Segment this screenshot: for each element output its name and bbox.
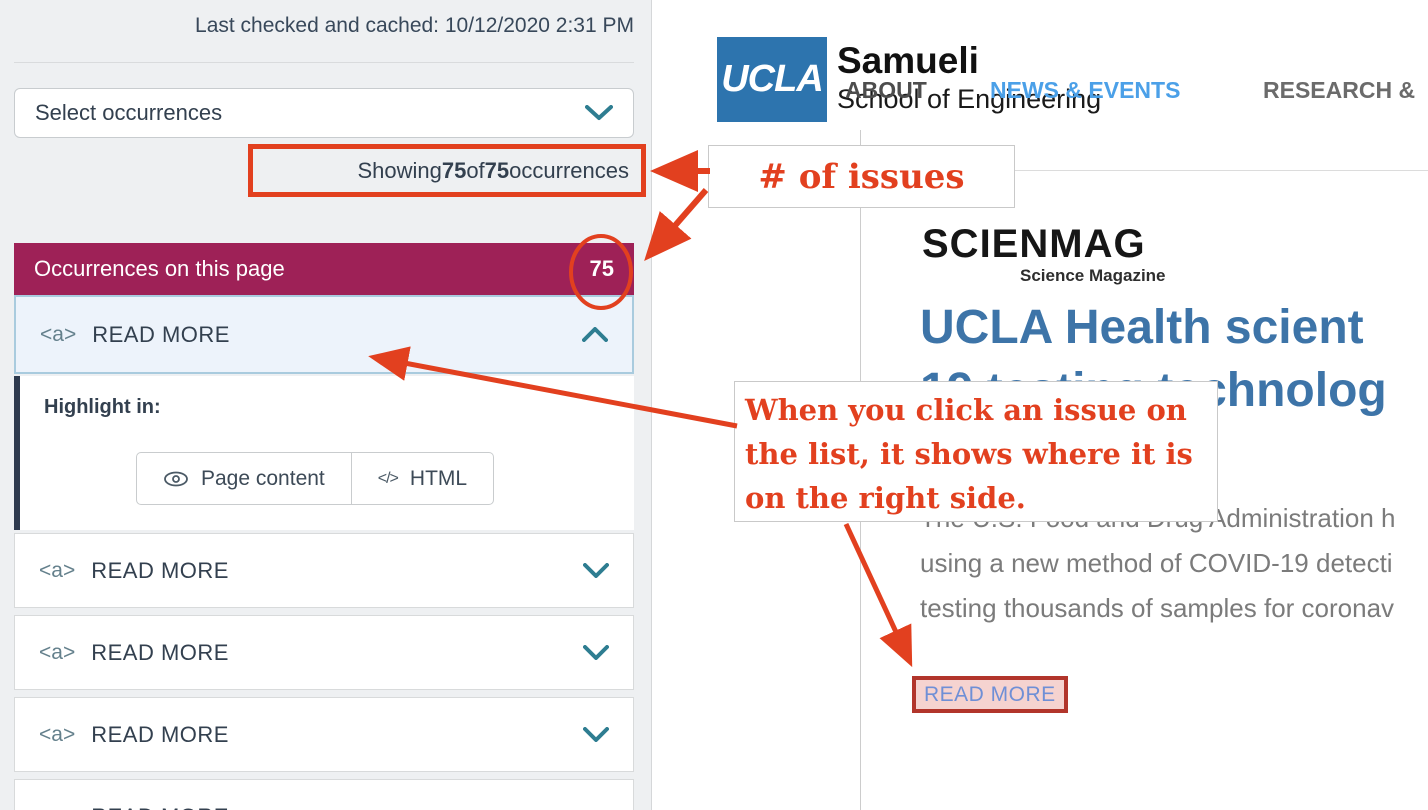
read-more-highlight-box: READ MORE [912,676,1068,713]
showing-occurrences-count: Showing 75 of 75 occurrences [248,144,646,197]
showing-middle: of [466,157,485,183]
occurrences-on-page-header: Occurrences on this page 75 [14,243,634,295]
ucla-logo[interactable]: UCLA [717,37,827,122]
occurrences-header-title: Occurrences on this page [34,256,285,281]
occurrence-label: READ MORE [91,557,229,583]
occurrence-item[interactable]: <a> READ MORE [14,615,634,690]
chevron-up-icon[interactable] [582,327,608,342]
webpage-header-border [860,170,1428,171]
article-headline-line1[interactable]: UCLA Health scient [920,301,1364,354]
page-content-button-label: Page content [201,466,325,490]
nav-research[interactable]: RESEARCH & [1263,77,1416,103]
select-occurrences-dropdown[interactable]: Select occurrences [14,88,634,138]
chevron-down-icon[interactable] [583,727,609,742]
article-body-line: testing thousands of samples for coronav [920,593,1395,623]
showing-total-count: 75 [484,157,510,183]
occurrence-item[interactable]: <a> READ MORE [14,697,634,772]
note-line: When you click an issue on [745,393,1187,427]
element-tag: <a> [39,640,76,664]
select-occurrences-label: Select occurrences [35,100,223,125]
eye-icon [164,471,188,486]
chevron-down-icon [585,105,613,120]
nav-news-events[interactable]: NEWS & EVENTS [990,77,1181,103]
highlight-button-group: Page content </> HTML [136,452,495,505]
issues-count-annotation: # of issues [708,145,1015,208]
occurrences-count-badge: 75 [589,256,614,281]
showing-suffix: occurrences [509,157,629,183]
read-more-link[interactable]: READ MORE [924,682,1056,706]
last-checked-timestamp: Last checked and cached: 10/12/2020 2:31… [195,14,634,37]
divider [14,62,634,63]
page-content-button[interactable]: Page content [136,452,352,505]
occurrence-item-expanded[interactable]: <a> READ MORE [14,295,634,374]
article-body-line: using a new method of COVID-19 detecti [920,548,1393,578]
ucla-logo-text: UCLA [721,58,824,100]
samueli-wordmark: Samueli [837,40,979,81]
highlight-in-label: Highlight in: [44,396,161,418]
element-tag: <a> [39,805,75,810]
occurrence-label: READ MORE [92,321,230,347]
occurrences-sidebar: Last checked and cached: 10/12/2020 2:31… [0,0,652,810]
chevron-down-icon[interactable] [583,563,609,578]
chevron-down-icon[interactable] [583,645,609,660]
occurrence-item[interactable]: <a> READ MORE [14,533,634,608]
element-tag: <a> [40,322,77,346]
occurrence-label: READ MORE [91,639,229,665]
nav-about[interactable]: ABOUT [845,77,927,103]
showing-prefix: Showing [357,157,442,183]
scienmag-logo: SCIENMAG [922,222,1146,266]
occurrence-label: READ MORE [91,804,609,810]
click-issue-note-annotation: When you click an issue on the list, it … [734,381,1218,522]
html-button[interactable]: </> HTML [351,452,495,505]
showing-shown-count: 75 [441,157,467,183]
code-icon: </> [377,469,399,487]
occurrence-detail-panel: Highlight in: Page content </> HTML [14,376,634,530]
occurrence-label: READ MORE [91,721,229,747]
note-line: on the right side. [745,481,1026,515]
note-line: the list, it shows where it is [745,437,1193,471]
occurrence-item[interactable]: <a> READ MORE [14,779,634,810]
element-tag: <a> [39,722,76,746]
html-button-label: HTML [409,466,468,490]
school-of-engineering-wordmark: School of Engineering [837,84,1102,114]
scienmag-subtitle: Science Magazine [1020,266,1166,285]
element-tag: <a> [39,558,76,582]
